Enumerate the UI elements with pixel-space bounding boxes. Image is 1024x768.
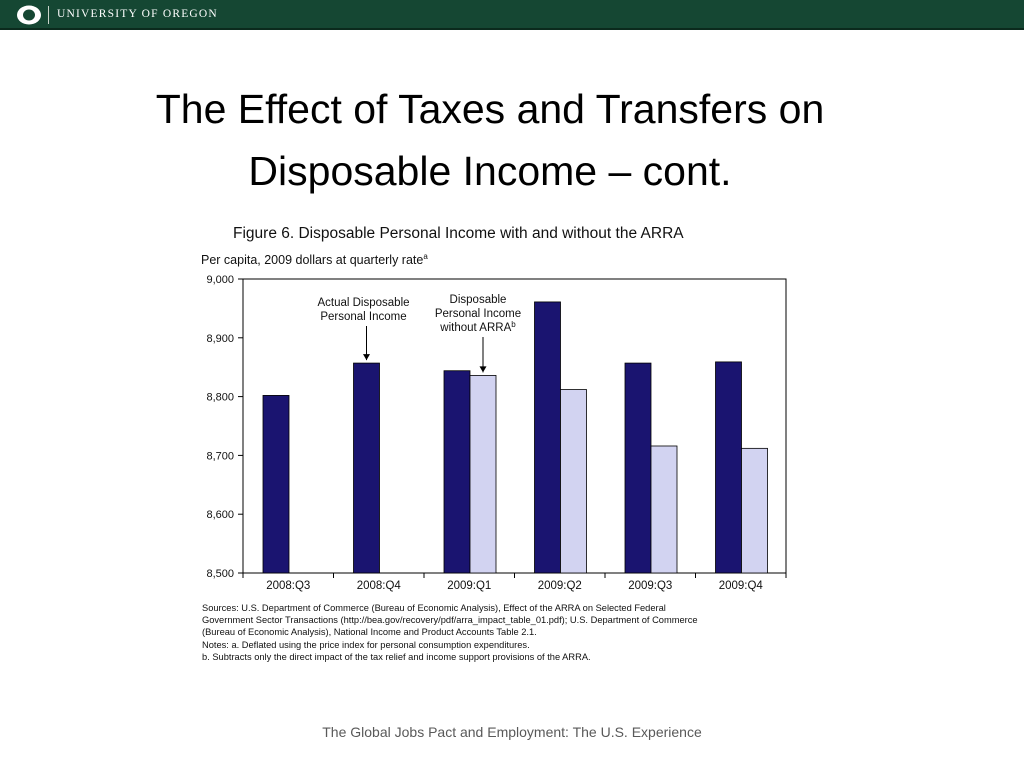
source-line: b. Subtracts only the direct impact of t…: [202, 651, 591, 662]
figure-subtitle-note: a: [423, 252, 428, 261]
slide-footer: The Global Jobs Pact and Employment: The…: [322, 724, 702, 740]
slide-title: The Effect of Taxes and Transfers on Dis…: [60, 78, 920, 202]
university-name: UNIVERSITY OF OREGON: [57, 8, 218, 20]
figure-title: Figure 6. Disposable Personal Income wit…: [233, 225, 684, 242]
figure-sources: Sources: U.S. Department of Commerce (Bu…: [202, 602, 802, 663]
source-line: Sources: U.S. Department of Commerce (Bu…: [202, 603, 666, 613]
header-divider: [48, 6, 49, 24]
source-line: Government Sector Transactions (http://b…: [202, 615, 698, 626]
header-bar: UNIVERSITY OF OREGON: [0, 0, 1024, 30]
figure-subtitle: Per capita, 2009 dollars at quarterly ra…: [201, 252, 428, 267]
figure-subtitle-text: Per capita, 2009 dollars at quarterly ra…: [201, 253, 424, 268]
figure-panel: [196, 220, 818, 668]
source-line: Notes: a. Deflated using the price index…: [202, 639, 530, 650]
slide-title-line-2: Disposable Income – cont.: [248, 148, 732, 194]
slide-title-line-1: The Effect of Taxes and Transfers on: [155, 86, 825, 132]
oregon-o-logo-icon: [17, 5, 41, 25]
source-line: (Bureau of Economic Analysis), National …: [202, 627, 537, 638]
